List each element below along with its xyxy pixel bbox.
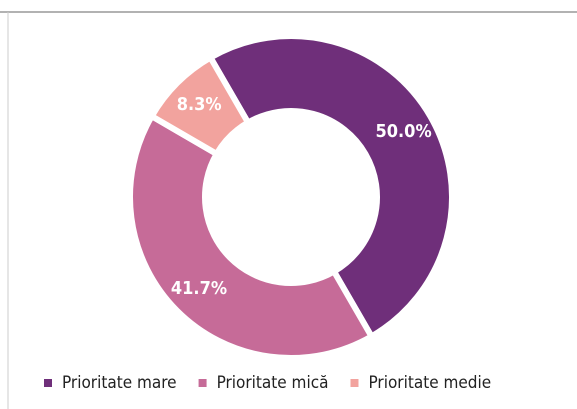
donut-slice (147, 53, 253, 158)
legend-marker (350, 379, 359, 387)
value-label: 41.7% (171, 278, 227, 299)
legend-label: Prioritate medie (368, 373, 491, 393)
legend-marker (198, 379, 207, 387)
donut-slice (127, 112, 376, 361)
donut-slice (206, 33, 455, 341)
legend-marker (44, 379, 52, 387)
value-label: 8.3% (177, 94, 222, 115)
legend-label: Prioritate mare (62, 373, 177, 393)
legend-label: Prioritate mică (217, 373, 329, 393)
value-label: 50.0% (375, 121, 431, 142)
